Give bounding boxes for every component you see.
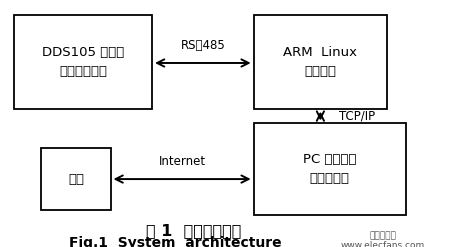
Text: TCP/IP: TCP/IP xyxy=(339,110,375,123)
Bar xyxy=(254,124,406,215)
Text: 用户: 用户 xyxy=(68,173,84,185)
Text: 电子发烧友: 电子发烧友 xyxy=(369,231,396,240)
Bar xyxy=(254,15,387,109)
Text: RS－485: RS－485 xyxy=(180,39,225,52)
Text: DDS105 型单相
电子式电能表: DDS105 型单相 电子式电能表 xyxy=(42,46,124,78)
Text: 图 1  系统结构框图: 图 1 系统结构框图 xyxy=(146,224,241,238)
Text: ARM  Linux
开发平台: ARM Linux 开发平台 xyxy=(284,46,357,78)
Text: Internet: Internet xyxy=(159,155,206,168)
Text: Fig.1  System  architecture: Fig.1 System architecture xyxy=(69,236,282,247)
Bar xyxy=(14,15,152,109)
Text: PC 机终端及
网站服务器: PC 机终端及 网站服务器 xyxy=(303,153,356,185)
Text: www.elecfans.com: www.elecfans.com xyxy=(341,241,425,247)
Bar xyxy=(41,148,111,210)
